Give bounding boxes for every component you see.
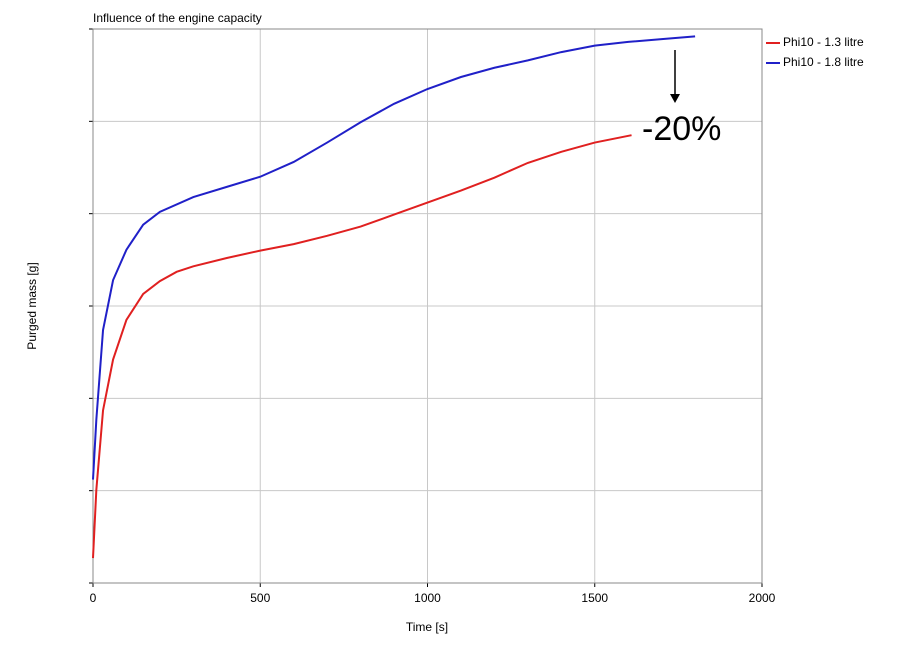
annotation: -20% [642,110,721,148]
y-axis-label: Purged mass [g] [25,262,39,349]
line-series [92,35,696,480]
x-axis-label: Time [s] [406,620,448,634]
legend-label: Phi10 - 1.3 litre [783,35,864,49]
x-tick-label: 1500 [581,591,608,605]
plot-frame [92,28,763,584]
x-tick-label: 2000 [749,591,776,605]
x-tick-label: 1000 [414,591,441,605]
x-tick-label: 500 [250,591,270,605]
annotation-arrowhead [670,94,680,103]
x-tick-label: 0 [90,591,97,605]
chart-title: Influence of the engine capacity [93,11,262,25]
legend-label: Phi10 - 1.8 litre [783,55,864,69]
line-series [92,134,632,559]
